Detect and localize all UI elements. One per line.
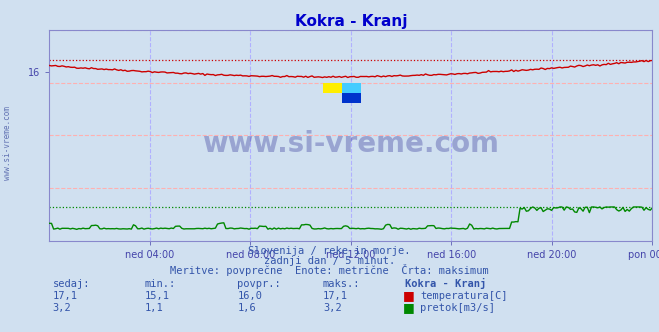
Text: 3,2: 3,2 [53,303,71,313]
Text: Meritve: povprečne  Enote: metrične  Črta: maksimum: Meritve: povprečne Enote: metrične Črta:… [170,264,489,276]
Text: ■: ■ [403,301,415,314]
Text: 1,6: 1,6 [237,303,256,313]
Title: Kokra - Kranj: Kokra - Kranj [295,14,407,29]
Text: 15,1: 15,1 [145,291,170,301]
Text: Slovenija / reke in morje.: Slovenija / reke in morje. [248,246,411,256]
Text: temperatura[C]: temperatura[C] [420,291,508,301]
Text: www.si-vreme.com: www.si-vreme.com [202,130,500,158]
FancyBboxPatch shape [342,83,361,93]
Text: sedaj:: sedaj: [53,279,90,289]
Text: www.si-vreme.com: www.si-vreme.com [3,106,13,180]
Text: maks.:: maks.: [323,279,360,289]
Text: 3,2: 3,2 [323,303,341,313]
Text: 16,0: 16,0 [237,291,262,301]
FancyBboxPatch shape [322,83,342,93]
Text: zadnji dan / 5 minut.: zadnji dan / 5 minut. [264,256,395,266]
Text: Kokra - Kranj: Kokra - Kranj [405,278,486,289]
Text: povpr.:: povpr.: [237,279,281,289]
Text: min.:: min.: [145,279,176,289]
Text: pretok[m3/s]: pretok[m3/s] [420,303,496,313]
Text: 17,1: 17,1 [323,291,348,301]
Text: ■: ■ [403,290,415,302]
Text: 17,1: 17,1 [53,291,78,301]
Text: 1,1: 1,1 [145,303,163,313]
FancyBboxPatch shape [342,93,361,103]
